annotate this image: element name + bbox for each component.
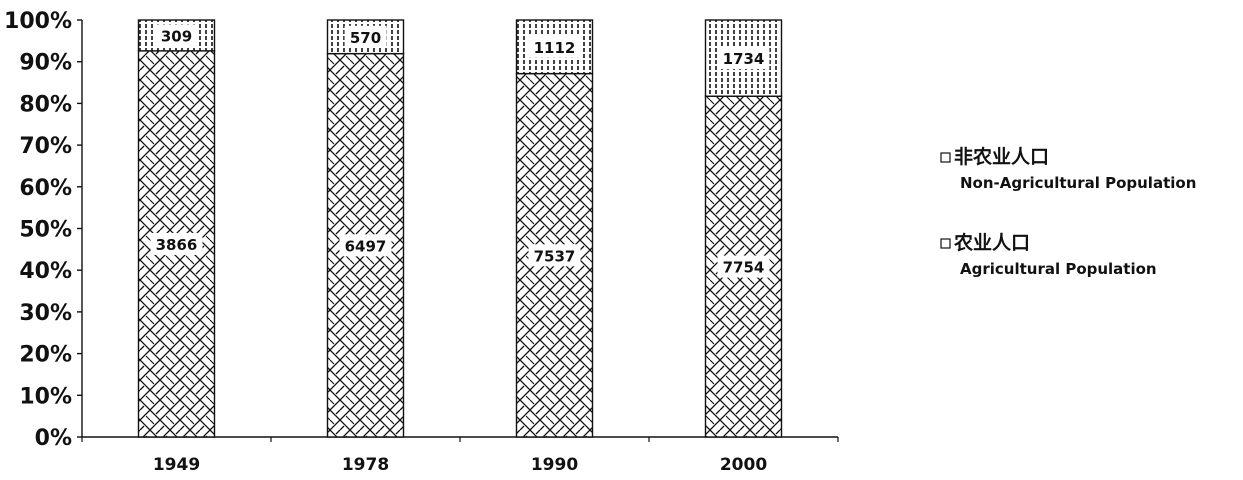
y-tick-label: 90% xyxy=(19,51,72,76)
data-label-bg xyxy=(528,35,581,58)
legend-swatch xyxy=(940,152,951,163)
y-tick-label: 40% xyxy=(19,259,72,284)
y-tick-label: 20% xyxy=(19,343,72,368)
data-label-bg xyxy=(717,47,770,70)
data-label: 6497 xyxy=(345,237,387,255)
legend-label-cn: 农业人口 xyxy=(953,231,1030,254)
y-tick-label: 70% xyxy=(19,134,72,159)
y-tick-label: 60% xyxy=(19,176,72,201)
y-tick-label: 100% xyxy=(4,9,72,34)
data-label: 7537 xyxy=(534,247,576,265)
data-label: 1112 xyxy=(534,39,576,57)
data-label-bg xyxy=(150,232,203,255)
data-label-bg xyxy=(528,244,581,267)
x-tick-label: 1978 xyxy=(342,455,389,475)
data-label-bg xyxy=(717,255,770,278)
y-tick-label: 30% xyxy=(19,301,72,326)
y-tick-label: 0% xyxy=(35,426,72,451)
data-label: 1734 xyxy=(723,50,765,68)
bars: 3866 309 6497 570 7537 1112 7754 1734 xyxy=(137,19,783,438)
data-label-bg xyxy=(155,24,198,47)
y-tick-label: 50% xyxy=(19,218,72,243)
data-label: 7754 xyxy=(723,259,765,277)
legend-label-en: Non-Agricultural Population xyxy=(960,174,1196,192)
data-label: 3866 xyxy=(156,236,198,254)
data-label: 570 xyxy=(350,29,381,47)
legend: 非农业人口 Non-Agricultural Population 农业人口 Agri… xyxy=(940,145,1196,278)
x-axis: 1949 1978 1990 2000 xyxy=(81,436,839,475)
x-tick-label: 1990 xyxy=(531,455,578,475)
legend-label-cn: 非农业人口 xyxy=(954,145,1049,168)
data-label-bg xyxy=(339,234,392,257)
y-tick-label: 10% xyxy=(19,384,72,409)
legend-swatch xyxy=(940,238,951,249)
x-tick-label: 2000 xyxy=(720,455,767,475)
data-label: 309 xyxy=(161,27,192,45)
legend-label-en: Agricultural Population xyxy=(960,260,1157,278)
x-tick-label: 1949 xyxy=(153,455,200,475)
y-tick-label: 80% xyxy=(19,92,72,117)
y-axis: 0% 10% 20% 30% 40% 50% 60% 70% 80% 90% 100% xyxy=(4,9,83,451)
data-label-bg xyxy=(344,25,387,48)
